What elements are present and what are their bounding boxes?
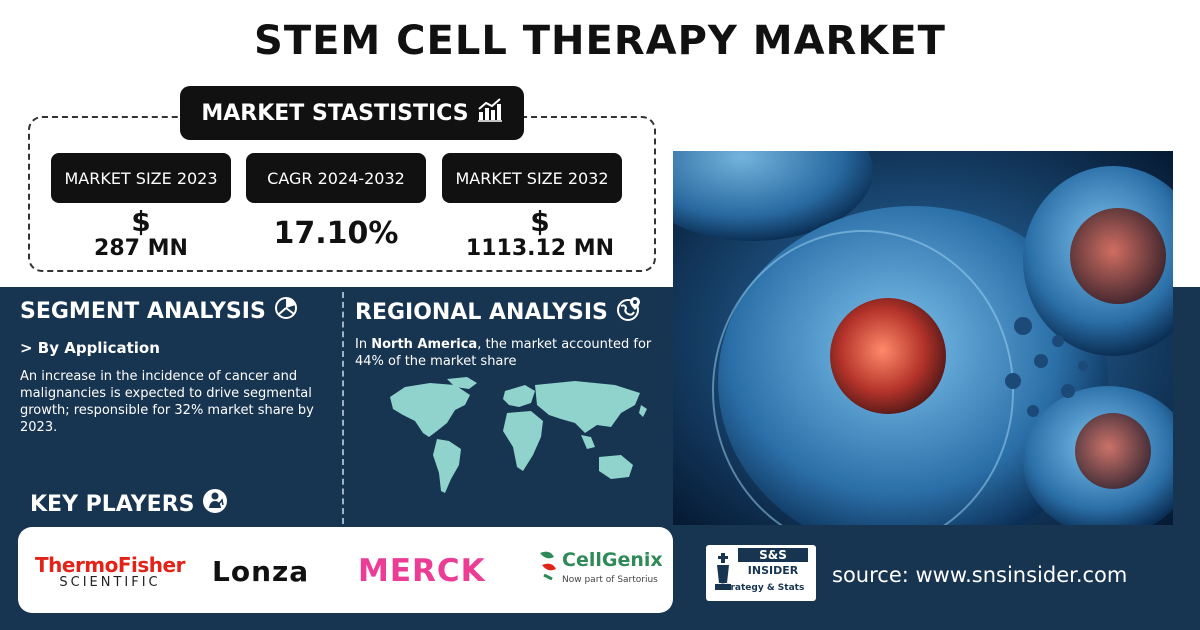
person-icon <box>202 488 228 520</box>
segment-text: An increase in the incidence of cancer a… <box>20 369 314 435</box>
merck-logo: MERCK <box>358 553 486 589</box>
thermofisher-logo: ThermoFisher SCIENTIFIC <box>30 555 190 591</box>
sns-logo-line2: INSIDER <box>747 564 799 577</box>
divider <box>342 292 344 524</box>
segment-analysis-header: SEGMENT ANALYSIS <box>20 296 298 326</box>
world-map <box>385 375 655 500</box>
lonza-logo: Lonza <box>212 555 310 588</box>
segment-subtitle: > By Application <box>20 339 160 357</box>
pie-chart-icon <box>274 296 298 326</box>
regional-analysis-title: REGIONAL ANALYSIS <box>355 299 608 325</box>
regional-text: In North America, the market accounted f… <box>355 336 660 370</box>
cellgenix-logo-name: CellGenix <box>562 549 663 571</box>
page-title: STEM CELL THERAPY MARKET <box>254 18 946 64</box>
chess-king-icon <box>715 553 731 590</box>
dollar-symbol: $ <box>530 205 550 238</box>
cellgenix-mark-icon <box>540 551 556 581</box>
stat-amount: 287 MN <box>94 236 188 261</box>
stem-cell-photo <box>673 151 1173 525</box>
stat-label-market-size-2032: MARKET SIZE 2032 <box>442 153 622 203</box>
dollar-symbol: $ <box>131 205 151 238</box>
stat-amount: 1113.12 MN <box>465 236 615 261</box>
stat-value-market-size-2032: $ 1113.12 MN <box>442 208 638 262</box>
stat-value-cagr: 17.10% <box>273 216 399 251</box>
sns-logo-line1: S&S <box>738 548 808 562</box>
thermofisher-logo-sub: SCIENTIFIC <box>59 575 161 590</box>
regional-text-suffix: , the market accounted for 44% of the ma… <box>355 337 652 369</box>
globe-pin-icon <box>616 296 642 328</box>
source-text: source: www.snsinsider.com <box>832 563 1128 587</box>
stat-label-market-size-2023: MARKET SIZE 2023 <box>51 153 231 203</box>
sns-insider-logo: S&S INSIDER Strategy & Stats <box>706 545 816 601</box>
regional-analysis-header: REGIONAL ANALYSIS <box>355 296 642 328</box>
regional-text-prefix: In <box>355 337 372 352</box>
stat-value-market-size-2023: $ 287 MN <box>51 208 231 262</box>
growth-chart-icon <box>477 98 503 128</box>
sns-logo-tagline: Strategy & Stats <box>719 583 805 593</box>
regional-highlight: North America <box>371 337 478 352</box>
market-statistics-title: MARKET STASTISTICS <box>201 100 469 126</box>
segment-analysis-title: SEGMENT ANALYSIS <box>20 298 266 324</box>
key-players-logos: ThermoFisher SCIENTIFIC Lonza MERCK Cell… <box>18 527 673 613</box>
cellgenix-logo-sub: Now part of Sartorius <box>562 575 658 585</box>
key-players-header: KEY PLAYERS <box>30 488 228 520</box>
thermofisher-logo-name: ThermoFisher <box>35 553 185 577</box>
key-players-title: KEY PLAYERS <box>30 491 195 517</box>
market-statistics-header: MARKET STASTISTICS <box>180 86 524 140</box>
stat-label-cagr: CAGR 2024-2032 <box>246 153 426 203</box>
